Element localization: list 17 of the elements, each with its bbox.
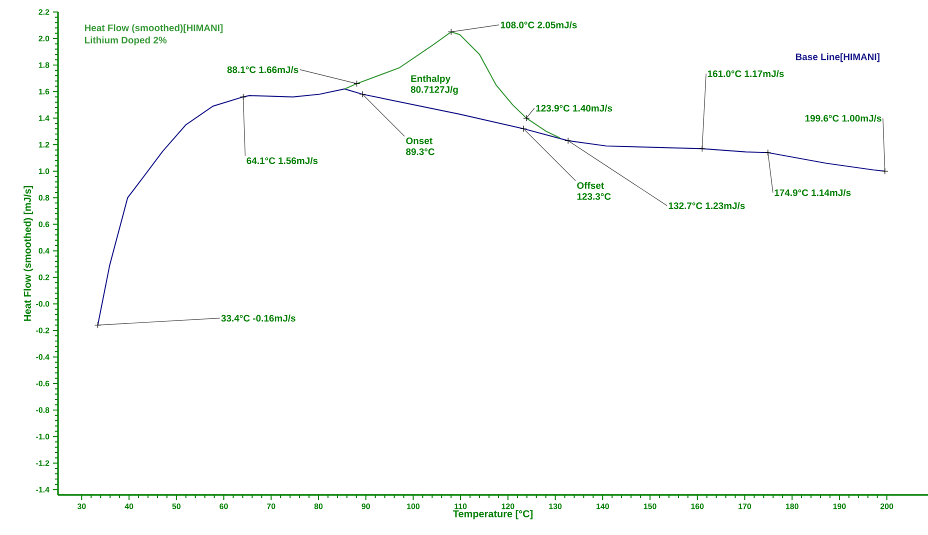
annotation: Enthalpy 80.7127J/g: [410, 74, 458, 95]
annotation: Offset 123.3°C: [577, 182, 611, 200]
text: Lithium Doped 2%: [84, 36, 167, 46]
annotation: 199.6°C 1.00mJ/s: [805, 114, 882, 122]
annotation: 174.9°C 1.14mJ/s: [774, 189, 851, 196]
text: Base Line[HIMANI]: [796, 53, 880, 62]
text: Heat Flow (smoothed)[HIMANI]: [84, 24, 223, 34]
annotation: 108.0°C 2.05mJ/s: [500, 21, 577, 28]
annotation: 123.9°C 1.40mJ/s: [536, 104, 612, 112]
annotation: Onset 89.3°C: [406, 137, 435, 156]
annotation: 33.4°C -0.16mJ/s: [221, 314, 296, 322]
annotation: 132.7°C 1.23mJ/s: [668, 202, 745, 210]
x-axis-title: Temperature [°C]: [453, 510, 533, 520]
annotation: 64.1°C 1.56mJ/s: [246, 157, 318, 164]
annotation: 161.0°C 1.17mJ/s: [708, 70, 784, 78]
y-axis-title: Heat Flow (smoothed) [mJ/s]: [24, 186, 33, 321]
annotation: 88.1°C 1.66mJ/s: [227, 66, 298, 74]
